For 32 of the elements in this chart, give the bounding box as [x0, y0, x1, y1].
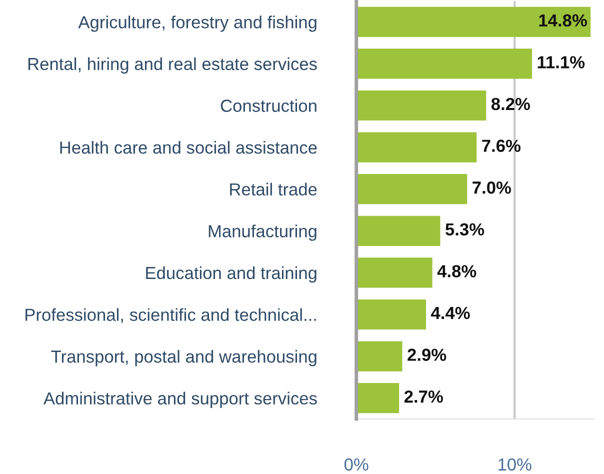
y-tick-label: Professional, scientific and technical...: [26, 308, 316, 324]
data-label: 7.0%: [472, 181, 511, 194]
data-label: 2.9%: [408, 348, 446, 361]
y-tick-label: Construction: [220, 99, 316, 112]
y-tick-label: Education and training: [146, 266, 316, 283]
data-label: 2.7%: [404, 390, 443, 403]
y-tick-label: Transport, postal and warehousing: [51, 350, 316, 366]
y-tick-label: Manufacturing: [208, 224, 316, 241]
data-label: 5.3%: [446, 223, 484, 236]
data-label: 11.1%: [538, 56, 585, 68]
x-tick-label: 10%: [498, 458, 532, 471]
bar: [356, 258, 432, 288]
y-tick-label: Administrative and support services: [43, 392, 317, 408]
data-label: 8.2%: [491, 98, 530, 110]
data-label: 4.8%: [437, 265, 476, 278]
y-tick-label: Rental, hiring and real estate services: [28, 57, 317, 74]
bar: [356, 216, 440, 246]
y-tick-label: Retail trade: [230, 182, 317, 196]
y-tick-label: Health care and social assistance: [60, 141, 317, 154]
data-label: 14.8%: [539, 14, 587, 27]
bar: [356, 132, 477, 162]
bar: [356, 299, 426, 330]
data-label: 4.4%: [431, 306, 470, 320]
y-tick-label: Agriculture, forestry and fishing: [78, 16, 316, 32]
x-tick-label: 0%: [344, 458, 368, 471]
bar: [356, 341, 402, 372]
data-label: 7.6%: [482, 140, 520, 152]
bar: [356, 6, 591, 37]
bar: [356, 48, 532, 79]
bar: [356, 383, 400, 414]
bar: [356, 174, 468, 204]
bar: [356, 90, 486, 121]
